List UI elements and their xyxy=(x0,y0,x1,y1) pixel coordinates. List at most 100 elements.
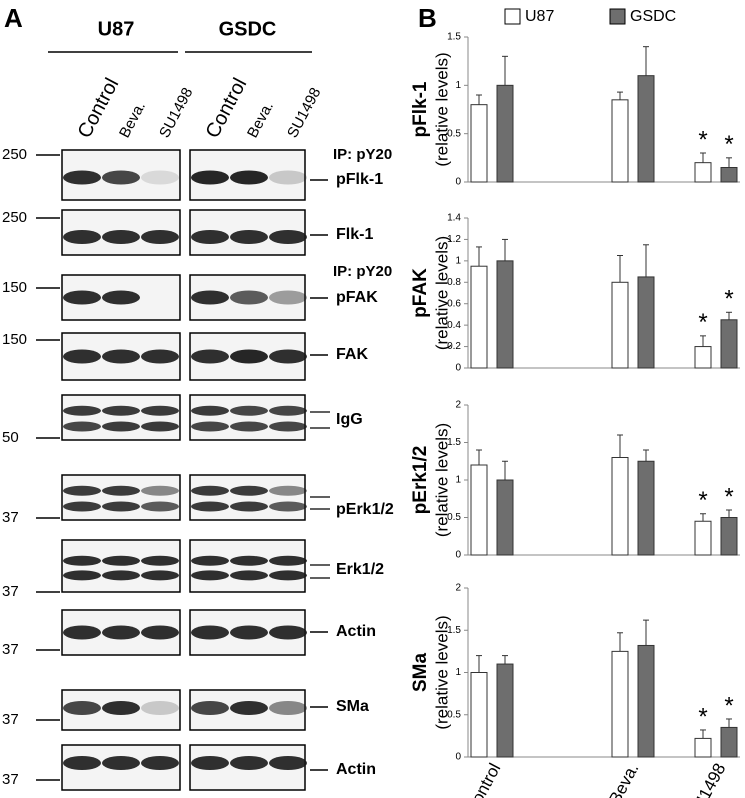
blot-band xyxy=(269,625,307,640)
x-tick-label: Control xyxy=(462,760,505,798)
blot-band xyxy=(230,570,268,581)
blot-band xyxy=(269,485,307,496)
blot-band xyxy=(102,170,140,185)
bar xyxy=(470,464,488,556)
y-tick-label: 1.4 xyxy=(447,213,461,224)
blot-band xyxy=(102,701,140,715)
blot-band xyxy=(191,405,229,416)
bar xyxy=(694,346,712,369)
band-label: Actin xyxy=(336,761,376,778)
bar xyxy=(637,644,655,758)
blot-frame xyxy=(189,539,306,593)
blot-band xyxy=(141,701,179,715)
significance-star: * xyxy=(724,483,733,510)
bar xyxy=(720,726,738,758)
y-tick-label: 0 xyxy=(455,177,461,188)
blot-band xyxy=(63,501,101,512)
blot-frame xyxy=(189,474,306,521)
bar xyxy=(637,460,655,556)
blot-band xyxy=(269,405,307,416)
mw-marker: 250 xyxy=(2,146,27,163)
blot-band xyxy=(230,170,268,185)
blot-band xyxy=(102,485,140,496)
y-tick-label: 0 xyxy=(455,550,461,561)
blot-band xyxy=(230,756,268,770)
blot-frame xyxy=(189,394,306,441)
blot-band xyxy=(269,555,307,566)
blot-band xyxy=(191,501,229,512)
band-label: IgG xyxy=(336,411,363,428)
bar xyxy=(720,167,738,183)
y-tick-label: 0.5 xyxy=(447,128,461,139)
blot-band xyxy=(191,756,229,770)
ip-label: IP: pY20 xyxy=(333,263,392,280)
significance-star: * xyxy=(698,126,707,153)
bar xyxy=(694,737,712,758)
blot-band xyxy=(102,230,140,244)
blot-band xyxy=(191,570,229,581)
bar xyxy=(637,75,655,183)
blot-band xyxy=(141,555,179,566)
bar xyxy=(496,479,514,556)
legend-swatch xyxy=(504,8,521,25)
band-label: pFAK xyxy=(336,289,378,306)
bar xyxy=(470,265,488,369)
blot-band xyxy=(191,625,229,640)
blot-band xyxy=(230,701,268,715)
y-tick-label: 1 xyxy=(455,667,461,678)
y-tick-label: 1.2 xyxy=(447,234,461,245)
blot-band xyxy=(141,756,179,770)
lane-label: SU1498 xyxy=(156,85,196,141)
blot-band xyxy=(269,421,307,432)
blot-band xyxy=(141,421,179,432)
blot-band xyxy=(141,501,179,512)
lane-label: Beva. xyxy=(244,99,277,141)
y-tick-label: 0 xyxy=(455,752,461,763)
band-label: Actin xyxy=(336,623,376,640)
y-axis-subtitle: (relative levels) xyxy=(432,615,451,729)
y-tick-label: 1.5 xyxy=(447,437,461,448)
blot-band xyxy=(141,230,179,244)
blot-band xyxy=(269,570,307,581)
blot-band xyxy=(141,570,179,581)
legend-label: U87 xyxy=(525,8,554,25)
bar xyxy=(611,457,629,556)
bar xyxy=(611,281,629,369)
bar xyxy=(470,104,488,183)
panel-label: A xyxy=(4,3,23,33)
y-tick-label: 0.5 xyxy=(447,709,461,720)
mw-marker: 250 xyxy=(2,209,27,226)
y-axis-title: pFAK xyxy=(410,268,431,318)
blot-band xyxy=(191,485,229,496)
mw-marker: 37 xyxy=(2,641,19,658)
blot-band xyxy=(63,701,101,715)
y-tick-label: 1.5 xyxy=(447,32,461,43)
blot-band xyxy=(102,421,140,432)
band-label: Flk-1 xyxy=(336,226,373,243)
y-tick-label: 2 xyxy=(455,400,461,411)
x-tick-label: SU1498 xyxy=(684,760,730,798)
blot-band xyxy=(191,701,229,715)
y-tick-label: 0.5 xyxy=(447,512,461,523)
bar xyxy=(720,319,738,369)
blot-band xyxy=(63,349,101,364)
blot-band xyxy=(63,170,101,185)
blot-frame xyxy=(61,474,181,521)
blot-band xyxy=(102,501,140,512)
y-axis-title: pFlk-1 xyxy=(410,81,431,137)
mw-marker: 150 xyxy=(2,331,27,348)
panel-label: B xyxy=(418,3,437,33)
blot-band xyxy=(269,290,307,305)
blot-band xyxy=(141,405,179,416)
blot-band xyxy=(63,230,101,244)
bar xyxy=(694,520,712,556)
blot-band xyxy=(230,405,268,416)
lane-label: SU1498 xyxy=(284,85,324,141)
blot-band xyxy=(141,170,179,185)
blot-band xyxy=(269,701,307,715)
significance-star: * xyxy=(724,131,733,158)
blot-band xyxy=(63,570,101,581)
blot-band xyxy=(102,349,140,364)
blot-band xyxy=(269,349,307,364)
blot-band xyxy=(63,405,101,416)
